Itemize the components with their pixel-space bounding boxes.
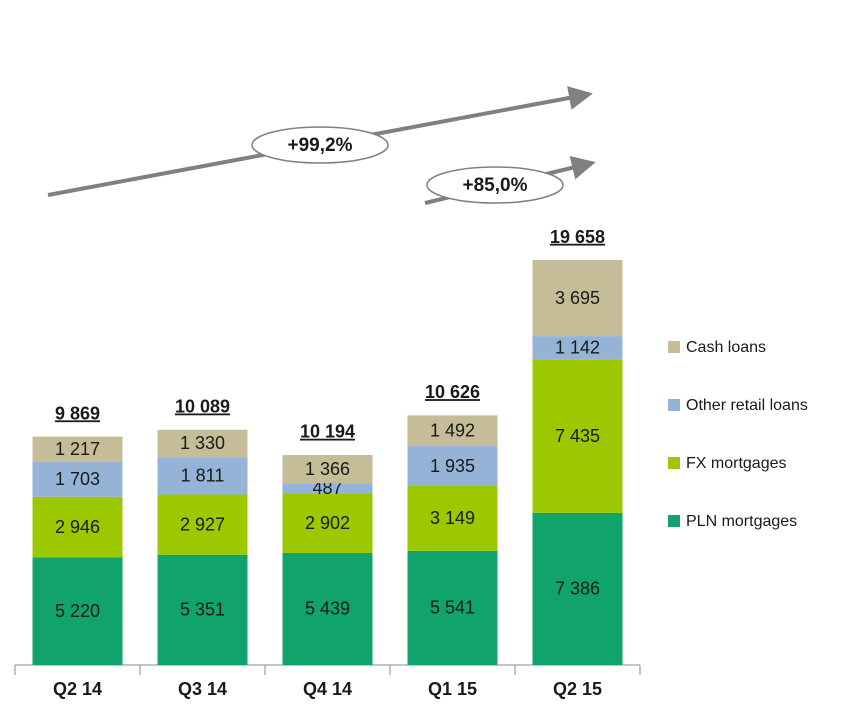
bar-segment bbox=[157, 429, 248, 458]
legend-swatch bbox=[668, 341, 680, 353]
bar-segment bbox=[282, 552, 373, 665]
bar-segment bbox=[157, 457, 248, 495]
bar-segment bbox=[407, 446, 498, 486]
legend-swatch bbox=[668, 399, 680, 411]
value-label: 1 703 bbox=[55, 469, 100, 489]
total-label: 10 194 bbox=[300, 422, 355, 442]
total-label: 19 658 bbox=[550, 227, 605, 247]
value-label: 3 149 bbox=[430, 508, 475, 528]
annotation: +99,2% bbox=[288, 135, 353, 156]
value-label: 7 435 bbox=[555, 426, 600, 446]
x-tick-label: Q2 14 bbox=[53, 679, 102, 699]
legend-label: PLN mortgages bbox=[686, 513, 797, 530]
annotation: +85,0% bbox=[463, 175, 528, 196]
bar-segment bbox=[157, 494, 248, 555]
value-label: 2 902 bbox=[305, 513, 350, 533]
value-label: 1 217 bbox=[55, 439, 100, 459]
value-label: 1 366 bbox=[305, 459, 350, 479]
x-tick-label: Q3 14 bbox=[178, 679, 227, 699]
value-label: 1 142 bbox=[555, 338, 600, 358]
value-label: 5 541 bbox=[430, 598, 475, 618]
value-label: 5 439 bbox=[305, 599, 350, 619]
legend-label: FX mortgages bbox=[686, 455, 786, 472]
total-label: 10 089 bbox=[175, 396, 230, 416]
value-label: 5 220 bbox=[55, 601, 100, 621]
x-tick-label: Q4 14 bbox=[303, 679, 352, 699]
value-label: 1 811 bbox=[181, 466, 225, 486]
bar-segment bbox=[157, 554, 248, 665]
bar-segment bbox=[407, 415, 498, 447]
x-axis bbox=[14, 664, 641, 675]
bar-segment bbox=[407, 550, 498, 665]
value-label: 5 351 bbox=[180, 600, 225, 620]
bar-segment bbox=[532, 260, 623, 337]
bar-segment bbox=[282, 493, 373, 553]
value-label: 1 935 bbox=[430, 456, 475, 476]
bar-segment bbox=[532, 512, 623, 665]
value-label: 2 946 bbox=[55, 517, 100, 537]
value-label: 2 927 bbox=[180, 514, 225, 534]
x-tick-label: Q2 15 bbox=[553, 679, 602, 699]
value-label: 1 492 bbox=[430, 420, 475, 440]
total-label: 10 626 bbox=[425, 382, 480, 402]
bar-segment bbox=[282, 483, 373, 494]
x-tick-label: Q1 15 bbox=[428, 679, 477, 699]
legend-swatch bbox=[668, 457, 680, 469]
bar-segment bbox=[407, 485, 498, 551]
value-label: 7 386 bbox=[555, 579, 600, 599]
annotation-bubble bbox=[251, 126, 389, 164]
value-label: 3 695 bbox=[555, 288, 600, 308]
legend-label: Other retail loans bbox=[686, 397, 808, 414]
legend-swatch bbox=[668, 515, 680, 527]
bar-segment bbox=[532, 359, 623, 513]
legend-label: Cash loans bbox=[686, 339, 766, 356]
total-label: 9 869 bbox=[55, 403, 100, 423]
bar-segment bbox=[32, 461, 123, 497]
annotation-bubble bbox=[426, 166, 564, 204]
bar-segment bbox=[282, 454, 373, 484]
bar-segment bbox=[32, 436, 123, 462]
bar-segment bbox=[32, 557, 123, 665]
value-label: 1 330 bbox=[180, 433, 225, 453]
bar-segment bbox=[532, 336, 623, 360]
bar-segment bbox=[32, 496, 123, 558]
